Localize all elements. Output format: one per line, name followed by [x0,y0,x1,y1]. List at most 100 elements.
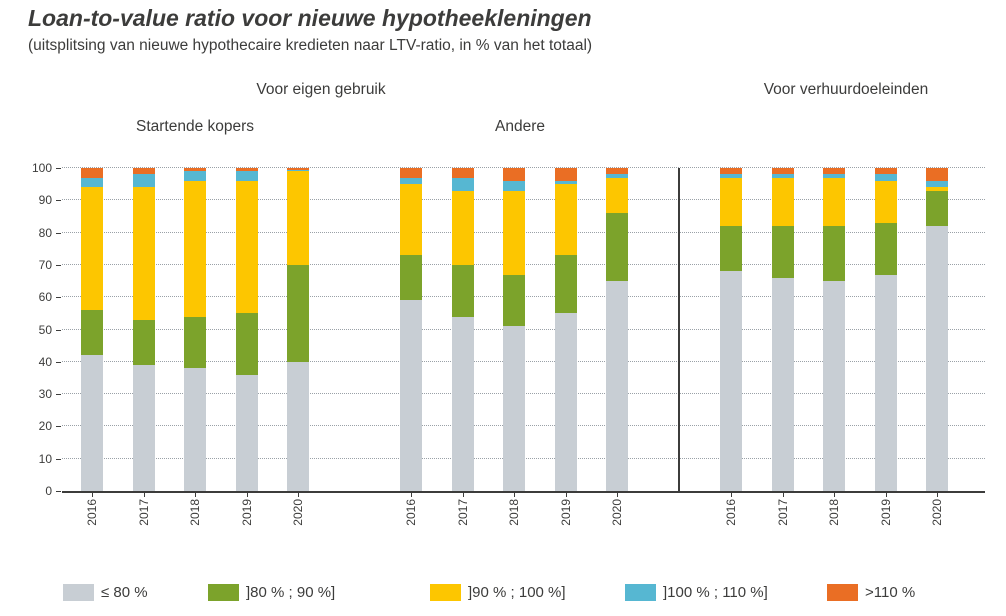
bar-segment-gt-110 [503,168,525,181]
y-axis-label-0: 0 [45,484,52,498]
y-axis-label-60: 60 [38,290,52,305]
legend-label-90-100: ]90 % ; 100 %] [468,584,566,601]
bar-segment-80-90 [184,316,206,369]
legend-swatch-le-80 [63,584,94,601]
bar-segment-100-110 [606,174,628,178]
x-axis-tick-verhuurdoeleinden-2020 [937,493,938,497]
y-axis-label-100: 100 [31,161,52,175]
bar-startende-kopers-2019 [235,168,258,491]
bar-verhuurdoeleinden-2019 [874,168,897,491]
bar-segment-80-90 [400,255,422,301]
x-axis-tick-verhuurdoeleinden-2018 [834,493,835,497]
bar-startende-kopers-2016 [81,168,103,491]
y-axis-label-20: 20 [38,419,52,434]
bar-segment-gt-110 [606,168,628,175]
bar-segment-gt-110 [771,168,794,175]
y-axis-tick-80 [56,232,61,234]
bar-segment-90-100 [451,190,474,265]
bar-segment-80-90 [926,190,948,227]
x-axis-tick-startende-kopers-2019 [246,493,248,497]
group-label-andere: Andere [495,118,545,135]
bar-segment-le-80 [874,274,897,491]
legend-swatch-80-90 [208,584,239,601]
bar-segment-80-90 [235,313,258,375]
bar-segment-90-100 [720,177,742,227]
bar-segment-le-80 [503,326,525,491]
bar-segment-100-110 [451,177,474,191]
bar-verhuurdoeleinden-2018 [823,168,845,491]
bar-segment-le-80 [451,316,474,491]
bar-segment-80-90 [132,319,155,366]
y-axis-tick-100 [56,168,61,169]
x-axis-tick-verhuurdoeleinden-2019 [885,493,887,497]
bar-segment-80-90 [451,264,474,317]
bar-segment-80-90 [874,222,897,275]
bar-andere-2019 [554,168,577,491]
bar-startende-kopers-2017 [132,168,155,491]
bar-segment-90-100 [771,177,794,227]
bar-segment-100-110 [874,174,897,181]
legend-label-80-90: ]80 % ; 90 %] [246,584,336,601]
bar-segment-100-110 [554,180,577,185]
bar-segment-le-80 [554,313,577,491]
x-axis-line [62,491,985,493]
bar-segment-gt-110 [287,168,309,170]
bar-segment-le-80 [720,271,742,491]
bar-segment-80-90 [771,226,794,278]
x-axis-tick-verhuurdoeleinden-2016 [731,493,732,497]
y-axis-tick-30 [56,394,61,396]
bar-segment-100-110 [720,174,742,178]
bar-segment-90-100 [81,187,103,311]
bar-segment-100-110 [771,174,794,178]
legend-swatch-100-110 [625,584,656,601]
x-axis-tick-andere-2020 [617,493,618,497]
x-axis-tick-andere-2019 [565,493,567,497]
bar-segment-gt-110 [235,168,258,172]
bar-startende-kopers-2018 [184,168,206,491]
bar-segment-gt-110 [823,168,845,175]
bar-segment-100-110 [81,177,103,188]
bar-segment-90-100 [503,190,525,275]
bar-segment-80-90 [606,213,628,282]
bar-segment-le-80 [606,281,628,491]
y-axis-tick-50 [56,329,61,331]
x-axis-tick-startende-kopers-2017 [143,493,145,497]
x-tick-label-startende-kopers-2017: 2017 [136,499,151,526]
panel-header-verhuurdoeleinden: Voor verhuurdoeleinden [763,81,929,98]
x-tick-label-startende-kopers-2016: 2016 [85,499,99,526]
bar-segment-100-110 [926,180,948,188]
x-axis-tick-startende-kopers-2020 [298,493,299,497]
bar-segment-100-110 [287,169,309,172]
x-axis-tick-startende-kopers-2016 [92,493,93,497]
y-axis-tick-0 [56,491,61,492]
bar-segment-80-90 [554,255,577,314]
legend-label-gt-110: >110 % [865,584,916,601]
bar-segment-le-80 [400,300,422,491]
y-axis-label-50: 50 [38,322,52,337]
chart-title: Loan-to-value ratio voor nieuwe hypothee… [28,5,592,31]
bar-segment-90-100 [132,187,155,320]
bar-segment-100-110 [235,171,258,181]
bar-segment-gt-110 [451,168,474,178]
x-tick-label-verhuurdoeleinden-2017: 2017 [775,499,790,526]
y-axis-label-30: 30 [38,387,52,402]
x-axis-tick-andere-2018 [514,493,515,497]
y-axis-tick-10 [56,458,61,460]
bar-segment-gt-110 [132,168,155,175]
y-axis-label-10: 10 [38,451,52,466]
x-tick-label-verhuurdoeleinden-2020: 2020 [930,499,944,526]
group-label-startende-kopers: Startende kopers [135,118,255,135]
chart-subtitle: (uitsplitsing van nieuwe hypothecaire kr… [28,37,593,54]
x-tick-label-startende-kopers-2020: 2020 [291,499,305,526]
bar-segment-gt-110 [926,168,948,181]
bar-segment-le-80 [235,374,258,491]
bar-segment-90-100 [184,180,206,317]
bar-andere-2016 [400,168,422,491]
legend-label-le-80: ≤ 80 % [101,584,148,601]
bar-segment-gt-110 [400,168,422,178]
bar-segment-80-90 [823,226,845,282]
y-axis-tick-20 [56,426,61,428]
bar-segment-100-110 [503,180,525,191]
y-axis-tick-90 [56,200,61,202]
